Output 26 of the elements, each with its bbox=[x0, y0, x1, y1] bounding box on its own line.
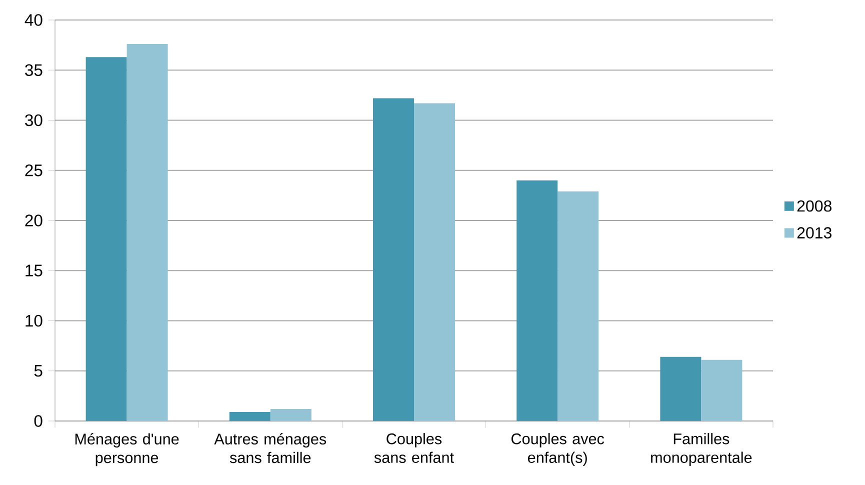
y-tick-label: 20 bbox=[25, 214, 42, 226]
bar bbox=[660, 356, 702, 421]
legend-label: 2013 bbox=[797, 227, 832, 238]
x-tick-label: Ménages d'une personne bbox=[75, 433, 179, 466]
y-tick-label: 15 bbox=[26, 264, 42, 276]
bar bbox=[516, 180, 558, 421]
y-tick-label: 0 bbox=[34, 415, 42, 427]
y-tick-label: 40 bbox=[24, 14, 42, 26]
bar bbox=[229, 412, 270, 421]
y-tick-label: 5 bbox=[34, 365, 42, 377]
x-tick-label: Familles monoparentale bbox=[651, 433, 752, 466]
x-tick-label: Autres ménages sans famille bbox=[214, 433, 326, 464]
bar bbox=[126, 44, 168, 421]
y-tick-label: 25 bbox=[25, 164, 42, 176]
bar bbox=[86, 57, 127, 421]
bar bbox=[270, 408, 312, 421]
legend-label: 2008 bbox=[797, 200, 832, 212]
y-tick-label: 30 bbox=[25, 114, 42, 126]
bar bbox=[414, 103, 455, 421]
bar bbox=[373, 98, 414, 421]
bar bbox=[701, 360, 742, 421]
x-tick-label: Couples avec enfant(s) bbox=[511, 433, 604, 466]
y-tick-label: 35 bbox=[25, 64, 42, 76]
y-tick-label: 10 bbox=[26, 314, 42, 327]
x-tick-label: Couples sans enfant bbox=[374, 433, 454, 463]
bar bbox=[558, 191, 599, 421]
